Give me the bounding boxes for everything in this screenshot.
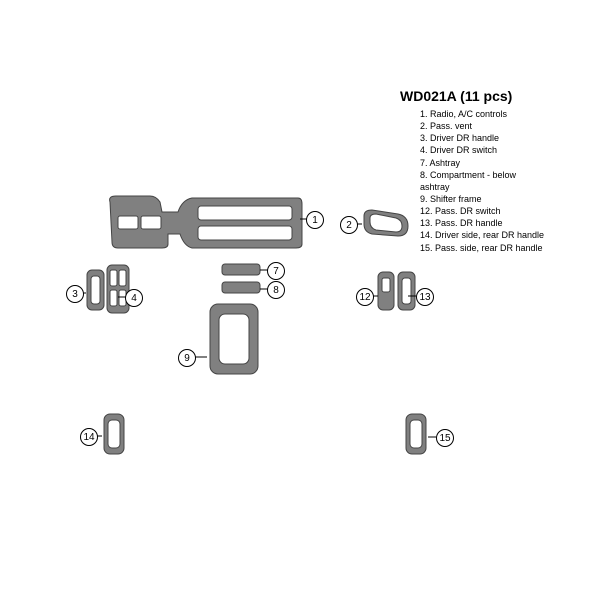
part-15-pass-rear-handle	[406, 414, 426, 454]
leader-lines	[82, 219, 436, 437]
part-12-pass-dr-switch	[378, 272, 394, 310]
callout-12: 12	[356, 288, 374, 306]
callout-8: 8	[267, 281, 285, 299]
callout-13: 13	[416, 288, 434, 306]
callout-15: 15	[436, 429, 454, 447]
part-14-driver-rear-handle	[104, 414, 124, 454]
part-9-shifter-frame	[210, 304, 258, 374]
part-7-ashtray	[222, 264, 260, 275]
callout-4: 4	[125, 289, 143, 307]
diagram-canvas	[0, 0, 600, 600]
callout-9: 9	[178, 349, 196, 367]
part-2-pass-vent	[364, 210, 408, 236]
part-4-driver-dr-switch	[107, 265, 129, 313]
callout-7: 7	[267, 262, 285, 280]
part-13-pass-dr-handle	[398, 272, 415, 310]
callout-14: 14	[80, 428, 98, 446]
callout-1: 1	[306, 211, 324, 229]
callout-3: 3	[66, 285, 84, 303]
part-8-compartment	[222, 282, 260, 293]
callout-2: 2	[340, 216, 358, 234]
part-3-driver-dr-handle	[87, 270, 104, 310]
part-1-radio-ac	[110, 196, 302, 248]
